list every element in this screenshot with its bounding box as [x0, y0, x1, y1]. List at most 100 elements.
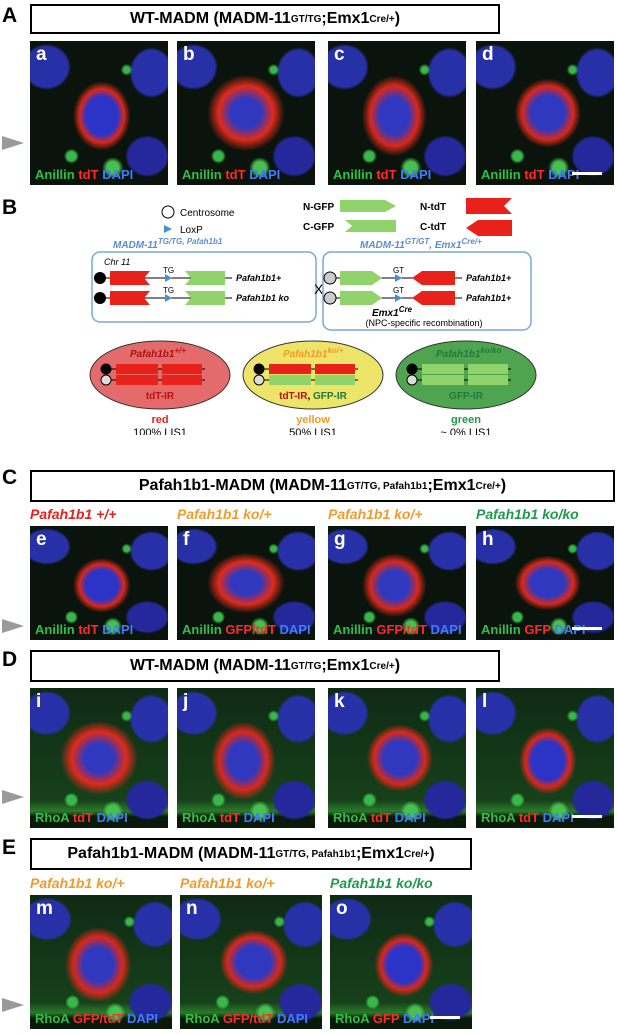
legend-text: C-tdT [420, 222, 446, 233]
label: Pafah1b1+/+ [130, 346, 186, 361]
panel-letter: e [36, 529, 47, 550]
genotype: Pafah1b1 ko/+ [180, 875, 275, 891]
centrosome [406, 374, 418, 386]
centrosome [323, 291, 337, 305]
title-part: GT/TG, Pafah1b1 [275, 848, 356, 860]
panel-label: C [2, 466, 18, 489]
stain-name: GFP/tdT [376, 622, 427, 637]
micrograph: e Anillin tdT DAPI [30, 526, 168, 640]
genotype: Pafah1b1 +/+ [30, 506, 117, 522]
stain-legend: Anillin tdT DAPI [182, 167, 280, 182]
stain-name: GFP/tdT [225, 622, 276, 637]
surface-arrow [2, 790, 24, 804]
stain-name: GFP/tdT [72, 1011, 124, 1026]
stain-legend: Anillin tdT DAPI [35, 167, 133, 182]
micrograph: n RhoA GFP/tdT DAPI [180, 895, 322, 1029]
label: Pafah1b1ko/+ [283, 346, 344, 361]
stain-name: DAPI [394, 810, 426, 825]
stain-name: tdT [78, 167, 99, 182]
micrograph: c Anillin tdT DAPI [328, 41, 466, 185]
micrograph: j RhoA tdT DAPI [177, 688, 315, 828]
loxp [165, 294, 172, 302]
panel-title: WT-MADM (MADM-11 GT/TG ;Emx1 Cre/+) [30, 650, 500, 682]
stain-name: Anillin [481, 622, 521, 637]
micrograph: o RhoA GFP DAPI [330, 895, 472, 1029]
ir-label: GFP-IR [449, 391, 484, 402]
segment [315, 375, 355, 385]
stain-name: DAPI [548, 167, 580, 182]
stain-name: Anillin [333, 622, 373, 637]
ir-part: tdT-IR [146, 391, 175, 402]
ir-label: tdT-IR, GFP-IR [279, 391, 348, 402]
panel-letter: m [36, 898, 53, 919]
segment [116, 375, 158, 385]
title-part: GT/TG [290, 13, 322, 25]
outcome-color: red [151, 414, 168, 426]
stain-name: DAPI [400, 167, 432, 182]
label: MADM-11TG/TG, Pafah1b1 [113, 237, 223, 252]
panel-title: Pafah1b1-MADM (MADM-11 GT/TG, Pafah1b1 ;Em… [30, 838, 472, 870]
surface-arrow [2, 136, 24, 150]
stain-legend: Anillin GFP DAPI [481, 622, 586, 637]
panel-letter: j [183, 691, 189, 712]
label-part: +/+ [174, 346, 186, 355]
allele: Pafah1b1 ko [236, 293, 290, 303]
centrosome [253, 374, 265, 386]
c-tdt [412, 291, 455, 305]
genotype: Pafah1b1 ko/ko [476, 506, 579, 522]
micrograph: b Anillin tdT DAPI [177, 41, 315, 185]
scale-bar [572, 172, 602, 175]
title-part: WT-MADM (MADM-11 [129, 10, 291, 27]
stain-name: GFP [372, 1011, 400, 1026]
micrograph: l RhoA tdT DAPI [476, 688, 614, 828]
centrosome [253, 363, 265, 375]
title-part: ;Emx1 [355, 845, 404, 862]
panel-letter: h [482, 529, 494, 550]
title-part: ;Emx1 [321, 657, 370, 674]
stain-name: DAPI [554, 622, 586, 637]
stain-name: tdT [72, 810, 94, 825]
stain-legend: RhoA GFP/tdT DAPI [185, 1011, 308, 1026]
stain-name: RhoA [481, 810, 516, 825]
panel-letter: d [482, 44, 494, 65]
centrosome [94, 272, 106, 284]
stain-name: RhoA [335, 1011, 370, 1026]
ir-label: tdT-IR [146, 391, 175, 402]
n-tdt [110, 271, 150, 285]
title-part: WT-MADM (MADM-11 [129, 657, 291, 674]
panel-letter: l [482, 691, 488, 712]
panel-letter: c [334, 44, 345, 65]
label-part: Cre [399, 305, 413, 314]
outcome [89, 340, 231, 410]
outcome [242, 340, 384, 410]
title-part: ) [394, 657, 401, 674]
stain-name: DAPI [126, 1011, 159, 1026]
stain-name: DAPI [249, 167, 281, 182]
stain-legend: RhoA GFP DAPI [335, 1011, 434, 1026]
genotype: Pafah1b1 ko/+ [328, 506, 423, 522]
allele: Pafah1b1+ [466, 293, 512, 303]
panel-letter: a [36, 44, 47, 65]
panel-letter: f [183, 529, 190, 550]
stain-legend: Anillin tdT DAPI [481, 167, 579, 182]
title-part: Cre/+ [475, 480, 501, 492]
site-label: GT [393, 286, 404, 295]
segment [468, 364, 508, 374]
stain-name: tdT [225, 167, 246, 182]
stain-name: DAPI [96, 810, 128, 825]
outcome-color: green [451, 414, 481, 426]
segment [162, 364, 202, 374]
ir-part: GFP-IR [449, 391, 484, 402]
panel-letter: k [334, 691, 345, 712]
label-part: MADM-11 [113, 240, 158, 251]
scale-bar [430, 1016, 460, 1019]
stain-legend: Anillin tdT DAPI [333, 167, 431, 182]
title-part: GT/TG, Pafah1b1 [346, 480, 428, 492]
centrosome [323, 271, 337, 285]
label-part: Cre/+ [462, 237, 483, 246]
site-label: TG [163, 266, 174, 275]
c-tdt [412, 271, 455, 285]
ir-part: GFP-IR [313, 391, 348, 402]
segment [422, 375, 464, 385]
label: MADM-11GT/GT, Emx1Cre/+ [360, 237, 482, 252]
